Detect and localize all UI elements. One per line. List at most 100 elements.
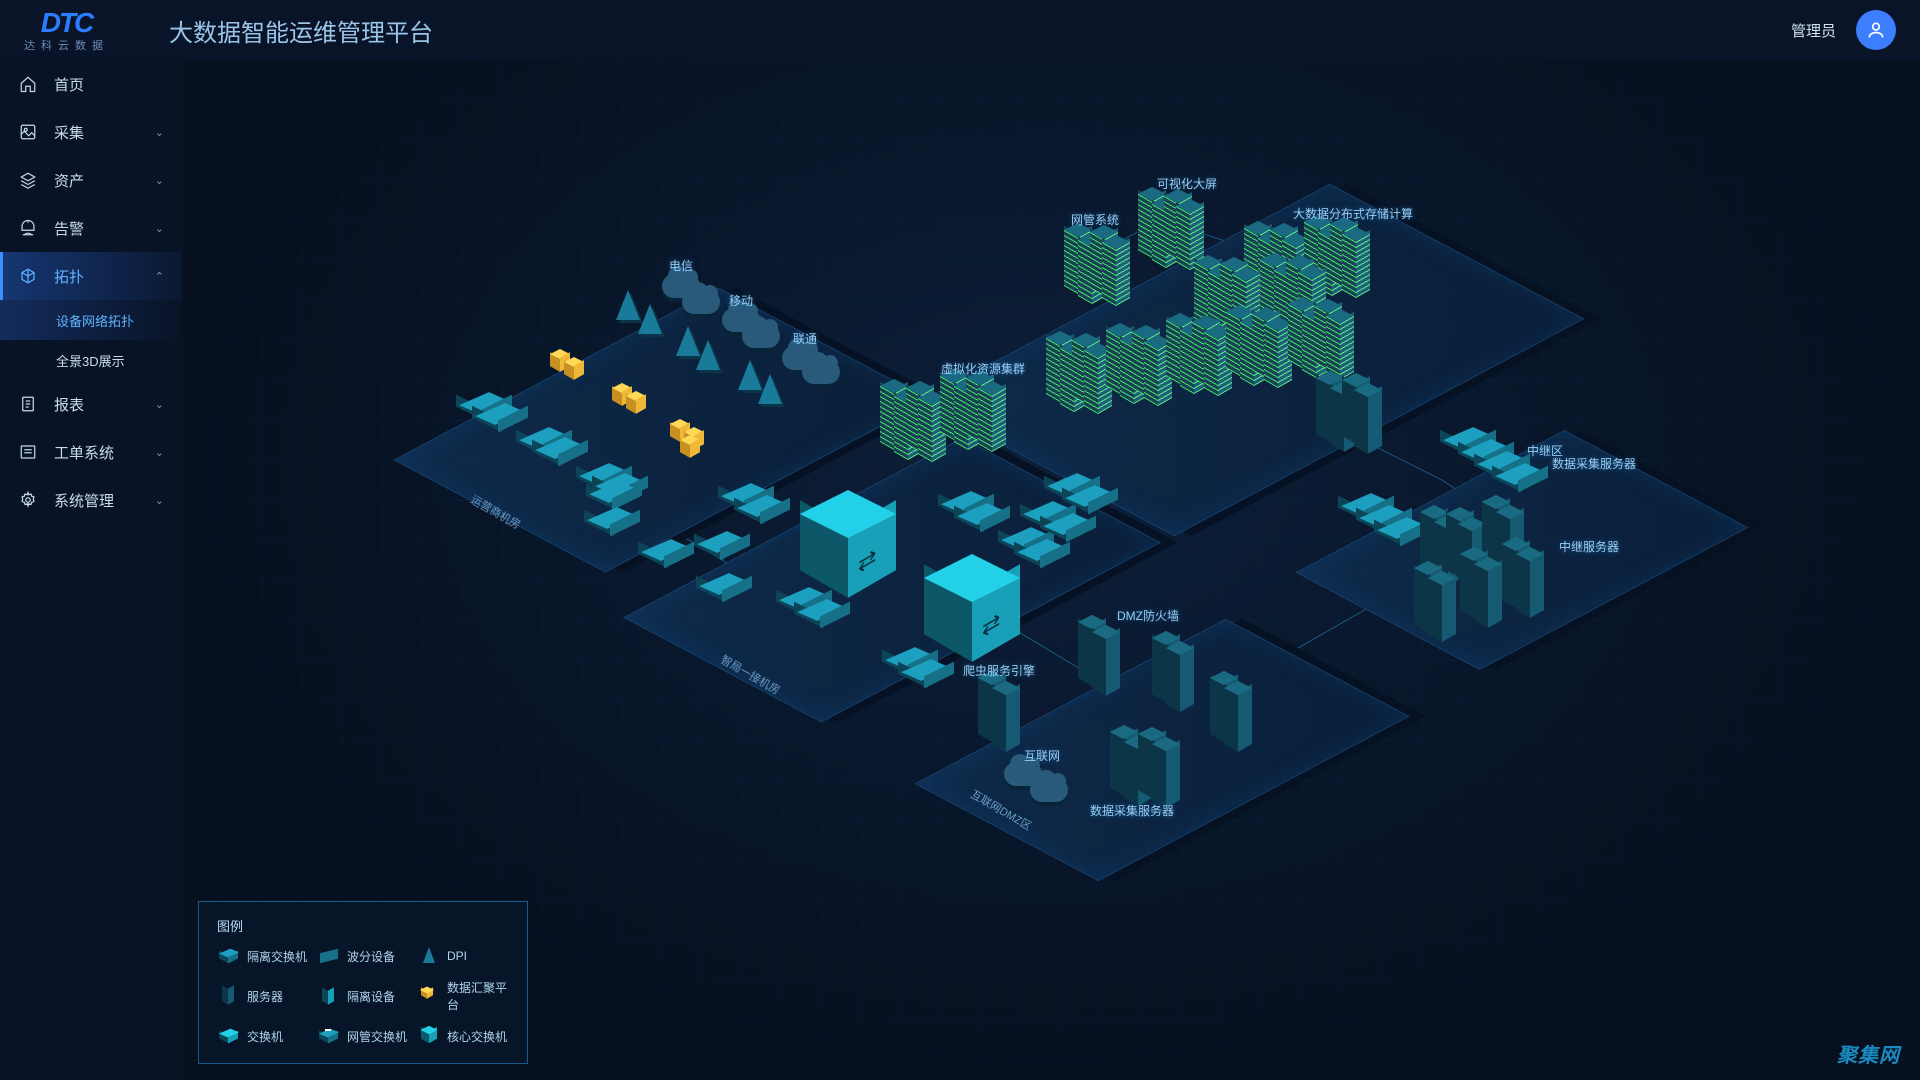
server-icon — [217, 987, 239, 1005]
core-switch-icon — [417, 1027, 439, 1045]
user-role[interactable]: 管理员 — [1791, 20, 1836, 41]
legend-item-label: 网管交换机 — [347, 1028, 407, 1045]
sidebar-item-alarm[interactable]: 告警⌄ — [0, 204, 182, 252]
sidebar-item-label: 报表 — [54, 394, 139, 415]
asset-icon — [18, 170, 38, 190]
switch-flat-node[interactable] — [698, 538, 744, 550]
cube-yellow-node[interactable] — [566, 360, 580, 374]
switch-flat-node[interactable] — [1496, 470, 1542, 482]
system-icon — [18, 490, 38, 510]
pyramid-node[interactable] — [758, 374, 782, 404]
server-rack[interactable] — [1266, 320, 1288, 380]
legend-item: 核心交换机 — [417, 1027, 509, 1045]
switch-flat-node[interactable] — [588, 514, 634, 526]
sidebar-item-home[interactable]: 首页 — [0, 60, 182, 108]
cube-yellow-node[interactable] — [628, 394, 642, 408]
switch-flat-node[interactable] — [1378, 524, 1424, 536]
legend-item-label: 数据汇聚平台 — [447, 979, 509, 1013]
server-rack[interactable] — [1328, 312, 1350, 372]
sidebar-item-ticket[interactable]: 工单系统 ⌄ — [0, 428, 182, 476]
topology-canvas[interactable]: 运营商机房智局一接机房互联网DMZ区⇄⇄电信移动联通可视化大屏网管系统大数据分布… — [182, 60, 1920, 1080]
cloud-node[interactable] — [1030, 778, 1068, 802]
logo-subtitle: 达科云数据 — [24, 37, 109, 53]
header: DTC 达科云数据 大数据智能运维管理平台 管理员 — [0, 0, 1920, 60]
watermark: 聚集网 — [1837, 1039, 1900, 1068]
pyramid-node[interactable] — [616, 290, 640, 320]
sidebar-item-label: 告警 — [54, 218, 139, 239]
switch-flat-node[interactable] — [476, 410, 522, 422]
server-rack[interactable] — [1168, 644, 1190, 704]
switch-flat-node[interactable] — [1066, 492, 1112, 504]
node-label: 虚拟化资源集群 — [941, 360, 1025, 377]
avatar[interactable] — [1856, 10, 1896, 50]
switch-flat-node[interactable] — [700, 580, 746, 592]
cloud-node[interactable] — [742, 324, 780, 348]
server-rack[interactable] — [920, 394, 942, 454]
pyramid-node[interactable] — [696, 340, 720, 370]
sidebar: 首页 采集⌄ 资产⌄ 告警⌄ 拓扑⌃设备网络拓扑全景3D展示 报表⌄ 工单系统⌄… — [0, 60, 182, 1080]
server-rack[interactable] — [1206, 328, 1228, 388]
legend-panel: 图例 隔离交换机波分设备DPI服务器隔离设备数据汇聚平台交换机网管交换机核心交换… — [198, 901, 528, 1064]
node-label: 数据采集服务器 — [1090, 802, 1174, 819]
sidebar-item-label: 系统管理 — [54, 490, 139, 511]
sidebar-item-collect[interactable]: 采集⌄ — [0, 108, 182, 156]
server-rack[interactable] — [1178, 202, 1200, 262]
sidebar-subitem[interactable]: 全景3D展示 — [0, 340, 182, 380]
cube-yellow-node[interactable] — [682, 438, 696, 452]
switch-icon — [217, 1027, 239, 1045]
server-rack[interactable] — [1154, 740, 1176, 800]
chevron-down-icon: ⌄ — [155, 446, 164, 459]
core-switch-node[interactable]: ⇄ — [934, 564, 1004, 634]
chevron-down-icon: ⌄ — [155, 494, 164, 507]
server-rack[interactable] — [1476, 560, 1498, 620]
server-rack[interactable] — [1356, 386, 1378, 446]
core-switch-node[interactable]: ⇄ — [810, 500, 880, 570]
switch-flat-node[interactable] — [798, 606, 844, 618]
sidebar-item-asset[interactable]: 资产⌄ — [0, 156, 182, 204]
alarm-icon — [18, 218, 38, 238]
sidebar-item-report[interactable]: 报表 ⌄ — [0, 380, 182, 428]
server-rack[interactable] — [1430, 574, 1452, 634]
server-rack[interactable] — [980, 384, 1002, 444]
server-rack[interactable] — [994, 684, 1016, 744]
switch-flat-node[interactable] — [642, 546, 688, 558]
sidebar-item-topo[interactable]: 拓扑⌃ — [0, 252, 182, 300]
legend-item: 服务器 — [217, 979, 309, 1013]
sidebar-item-label: 工单系统 — [54, 442, 139, 463]
switch-flat-node[interactable] — [590, 488, 636, 500]
switch-flat-node[interactable] — [902, 666, 948, 678]
cloud-node[interactable] — [802, 360, 840, 384]
switch-flat-node[interactable] — [1018, 546, 1064, 558]
chevron-down-icon: ⌄ — [155, 398, 164, 411]
legend-item-label: DPI — [447, 949, 467, 963]
sidebar-item-label: 首页 — [54, 74, 164, 95]
ticket-icon — [18, 442, 38, 462]
data-hub-icon — [417, 987, 439, 1005]
server-rack[interactable] — [1518, 550, 1540, 610]
logo-mark: DTC — [41, 7, 93, 39]
cloud-node[interactable] — [682, 290, 720, 314]
switch-flat-node[interactable] — [536, 444, 582, 456]
node-label: 中继服务器 — [1559, 538, 1619, 555]
wdm-icon — [317, 947, 339, 965]
sidebar-item-label: 资产 — [54, 170, 139, 191]
switch-flat-node[interactable] — [1044, 520, 1090, 532]
server-rack[interactable] — [1104, 238, 1126, 298]
server-rack[interactable] — [1226, 684, 1248, 744]
server-rack[interactable] — [1344, 230, 1366, 290]
legend-item-label: 隔离交换机 — [247, 948, 307, 965]
chevron-up-icon: ⌃ — [155, 270, 164, 283]
collect-icon — [18, 122, 38, 142]
sidebar-item-system[interactable]: 系统管理 ⌄ — [0, 476, 182, 524]
server-rack[interactable] — [1146, 338, 1168, 398]
pyramid-node[interactable] — [638, 304, 662, 334]
node-label: 可视化大屏 — [1157, 175, 1217, 192]
switch-flat-node[interactable] — [738, 502, 784, 514]
sidebar-subitem[interactable]: 设备网络拓扑 — [0, 300, 182, 340]
switch-flat-node[interactable] — [958, 510, 1004, 522]
server-rack[interactable] — [1086, 346, 1108, 406]
node-label: DMZ防火墙 — [1117, 607, 1179, 624]
node-label: 电信 — [669, 257, 693, 274]
node-label: 互联网 — [1024, 747, 1060, 764]
server-rack[interactable] — [1094, 628, 1116, 688]
